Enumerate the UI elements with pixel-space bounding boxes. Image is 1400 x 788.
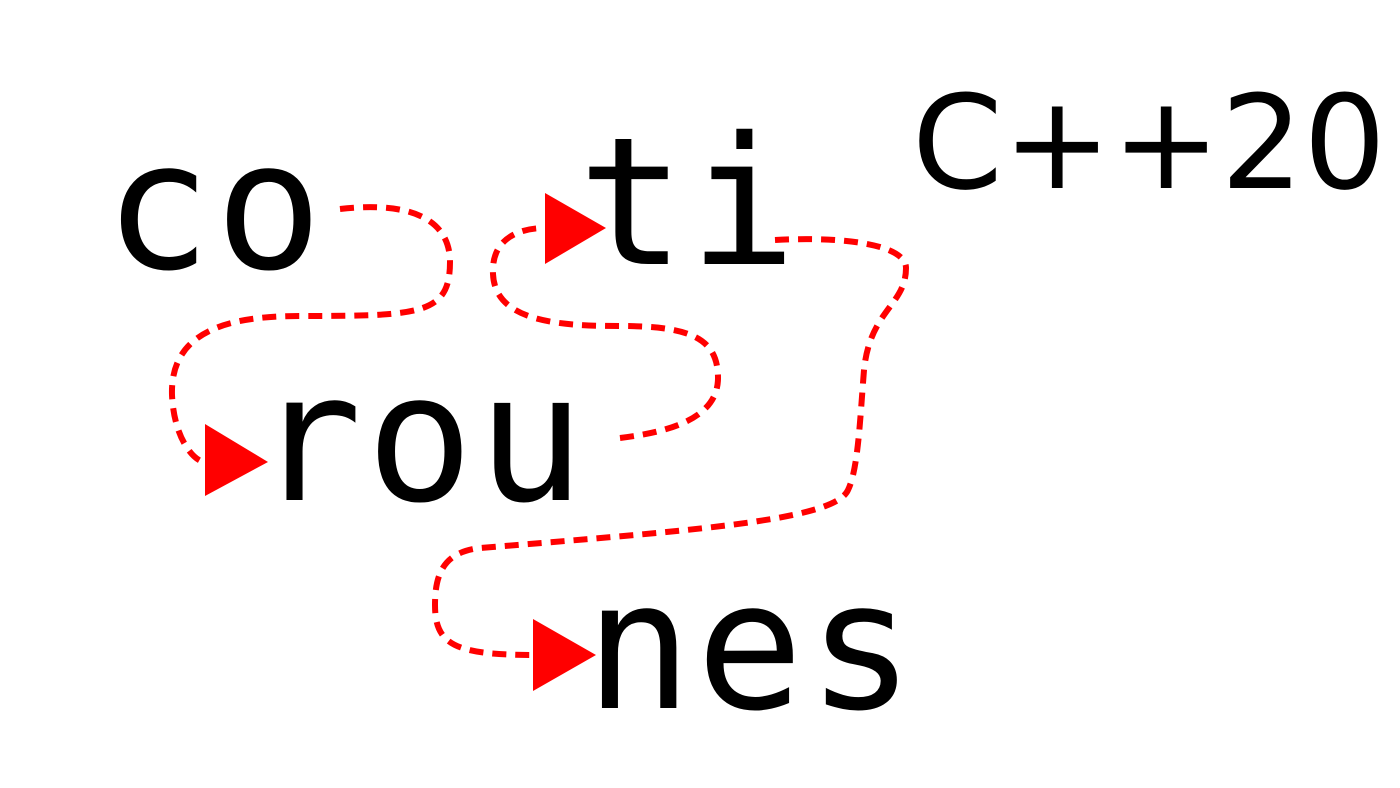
flow-path-rou-to-ti [489, 225, 722, 441]
word-fragment-nes: nes [585, 543, 919, 750]
flow-path-ti-to-nes [431, 236, 910, 658]
flow-path-co-to-rou [168, 204, 454, 465]
arrow-head-icon [533, 619, 596, 691]
word-fragment-ti: ti [578, 99, 801, 306]
word-fragment-co: co [104, 103, 327, 310]
word-fragment-rou: rou [255, 335, 589, 542]
arrow-head-icon [545, 193, 606, 264]
version-label: C++20 [912, 67, 1387, 219]
arrow-head-icon [205, 424, 268, 496]
